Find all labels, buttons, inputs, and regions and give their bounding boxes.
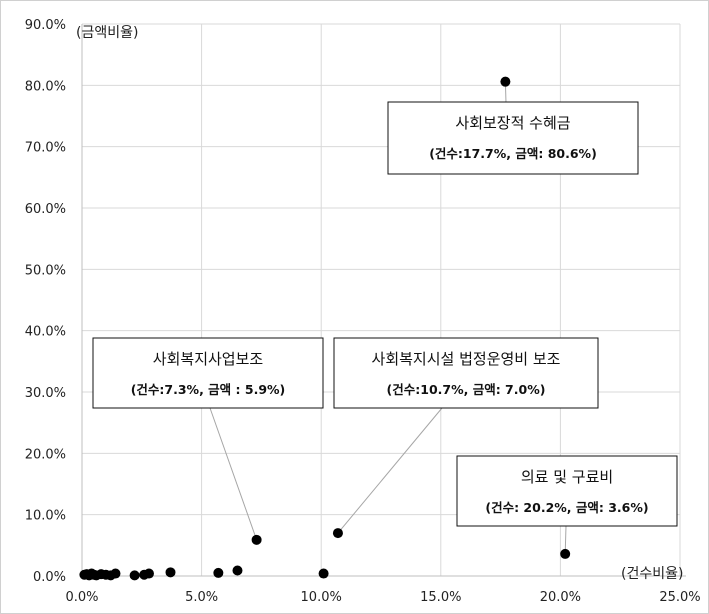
annotation-box bbox=[456, 455, 678, 527]
leader-line bbox=[337, 407, 443, 534]
data-point bbox=[165, 567, 176, 578]
x-axis-title: (건수비율) bbox=[621, 566, 683, 582]
y-tick-label: 20.0% bbox=[25, 447, 66, 462]
tick-labels: 0.0% 10.0% 20.0% 30.0% 40.0% 50.0% 60.0% 70.0% 8… bbox=[25, 18, 701, 605]
y-tick-label: 60.0% bbox=[25, 202, 66, 217]
data-point bbox=[110, 568, 121, 579]
y-tick-label: 50.0% bbox=[25, 263, 66, 278]
y-tick-label: 80.0% bbox=[25, 79, 66, 94]
annotation-detail: (건수:17.7%, 금액: 80.6%) bbox=[429, 146, 597, 161]
data-point bbox=[332, 528, 343, 539]
annotation-box bbox=[387, 101, 639, 175]
y-axis-title: (금액비율) bbox=[76, 25, 138, 41]
y-tick-label: 40.0% bbox=[25, 325, 66, 340]
annotation-callout: 의료 및 구료비 (건수: 20.2%, 금액: 3.6%) bbox=[456, 455, 678, 527]
axes bbox=[81, 24, 686, 577]
x-tick-label: 5.0% bbox=[185, 590, 218, 605]
y-tick-label: 10.0% bbox=[25, 509, 66, 524]
data-point bbox=[143, 568, 154, 579]
data-point bbox=[318, 568, 329, 579]
data-point bbox=[129, 570, 140, 581]
annotation-title: 의료 및 구료비 bbox=[521, 468, 613, 486]
annotations: 사회보장적 수혜금 (건수:17.7%, 금액: 80.6%) 사회복지사업보조 (건… bbox=[92, 101, 678, 527]
annotation-detail: (건수:7.3%, 금액 : 5.9%) bbox=[131, 382, 286, 397]
leader-line bbox=[209, 407, 258, 540]
annotation-title: 사회복지시설 법정운영비 보조 bbox=[372, 350, 561, 368]
annotation-detail: (건수: 20.2%, 금액: 3.6%) bbox=[485, 500, 648, 515]
x-tick-label: 10.0% bbox=[301, 590, 342, 605]
x-tick-label: 15.0% bbox=[420, 590, 461, 605]
x-tick-label: 0.0% bbox=[65, 590, 98, 605]
annotation-box bbox=[333, 337, 599, 409]
annotation-callout: 사회복지사업보조 (건수:7.3%, 금액 : 5.9%) bbox=[92, 337, 324, 409]
y-tick-label: 90.0% bbox=[25, 18, 66, 33]
annotation-detail: (건수:10.7%, 금액: 7.0%) bbox=[387, 382, 546, 397]
data-point bbox=[560, 548, 571, 559]
data-point bbox=[251, 534, 262, 545]
data-point bbox=[500, 76, 511, 87]
annotation-callout: 사회보장적 수혜금 (건수:17.7%, 금액: 80.6%) bbox=[387, 101, 639, 175]
y-tick-label: 70.0% bbox=[25, 141, 66, 156]
annotation-box bbox=[92, 337, 324, 409]
data-points bbox=[79, 76, 571, 581]
data-point bbox=[232, 565, 243, 576]
x-tick-label: 20.0% bbox=[540, 590, 581, 605]
annotation-title: 사회보장적 수혜금 bbox=[455, 114, 570, 132]
y-tick-label: 0.0% bbox=[33, 570, 66, 585]
annotation-callout: 사회복지시설 법정운영비 보조 (건수:10.7%, 금액: 7.0%) bbox=[333, 337, 599, 409]
x-tick-label: 25.0% bbox=[659, 590, 700, 605]
data-point bbox=[213, 567, 224, 578]
annotation-title: 사회복지사업보조 bbox=[153, 350, 264, 368]
y-tick-label: 30.0% bbox=[25, 386, 66, 401]
